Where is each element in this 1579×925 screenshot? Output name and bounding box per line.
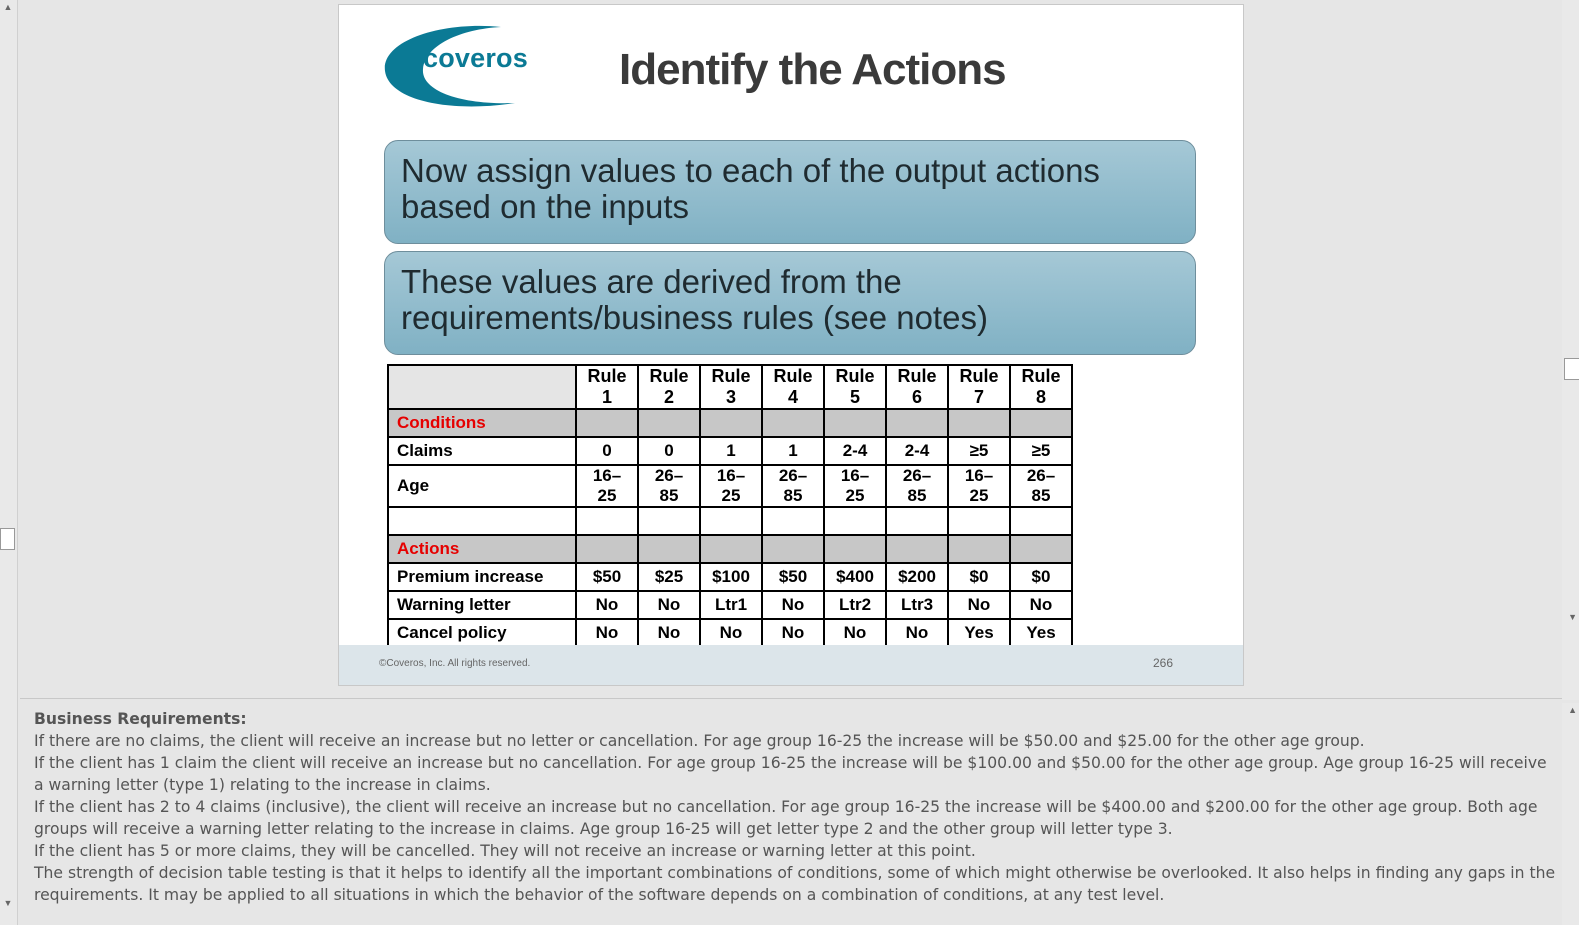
table-cell: 26–85 xyxy=(761,464,825,508)
scroll-up-icon[interactable]: ▲ xyxy=(1568,705,1577,715)
table-cell: 2-4 xyxy=(885,436,949,466)
table-cell: No xyxy=(823,618,887,648)
header-blank-cell xyxy=(387,364,577,410)
notes-line: If the client has 1 claim the client wil… xyxy=(34,754,1547,794)
scroll-down-icon[interactable]: ▼ xyxy=(1568,612,1577,622)
rule-header: Rule 3 xyxy=(699,364,763,410)
table-cell: 26–85 xyxy=(885,464,949,508)
callout-assign-values: Now assign values to each of the output … xyxy=(384,140,1196,244)
table-row-age: Age 16–25 26–85 16–25 26–85 16–25 26–85 … xyxy=(387,464,1073,508)
slide-scrollbar[interactable]: ▼ xyxy=(1562,0,1579,700)
rule-header: Rule 7 xyxy=(947,364,1011,410)
table-cell: 2-4 xyxy=(823,436,887,466)
rule-header: Rule 2 xyxy=(637,364,701,410)
rule-header: Rule 4 xyxy=(761,364,825,410)
callout-derived-values: These values are derived from the requir… xyxy=(384,251,1196,355)
table-cell: No xyxy=(637,590,701,620)
notes-line: If there are no claims, the client will … xyxy=(34,732,1365,750)
table-cell: 16–25 xyxy=(575,464,639,508)
table-row-claims: Claims 0 0 1 1 2-4 2-4 ≥5 ≥5 xyxy=(387,436,1073,466)
slide-title: Identify the Actions xyxy=(619,45,1007,94)
row-label: Cancel policy xyxy=(387,618,577,648)
rule-header: Rule 6 xyxy=(885,364,949,410)
table-cell: ≥5 xyxy=(947,436,1011,466)
slide-canvas[interactable]: coveros Identify the Actions Now assign … xyxy=(338,4,1244,686)
notes-line: The strength of decision table testing i… xyxy=(34,864,1556,904)
conditions-section-row: Conditions xyxy=(387,408,1073,438)
table-cell: Ltr3 xyxy=(885,590,949,620)
table-cell: Yes xyxy=(947,618,1011,648)
notes-heading: Business Requirements: xyxy=(34,710,247,728)
table-cell: 1 xyxy=(699,436,763,466)
notes-divider[interactable] xyxy=(20,698,1562,699)
rule-header: Rule 8 xyxy=(1009,364,1073,410)
table-cell: $100 xyxy=(699,562,763,592)
table-cell: $50 xyxy=(575,562,639,592)
conditions-label: Conditions xyxy=(387,408,577,438)
table-cell: $200 xyxy=(885,562,949,592)
table-cell: No xyxy=(575,590,639,620)
table-cell: ≥5 xyxy=(1009,436,1073,466)
row-label: Age xyxy=(387,464,577,508)
table-cell: 16–25 xyxy=(823,464,887,508)
row-label: Premium increase xyxy=(387,562,577,592)
slide-footer: ©Coveros, Inc. All rights reserved. 266 xyxy=(339,645,1243,685)
row-label: Claims xyxy=(387,436,577,466)
table-cell: Ltr2 xyxy=(823,590,887,620)
table-cell: Yes xyxy=(1009,618,1073,648)
page-number: 266 xyxy=(1152,656,1173,670)
scroll-thumb[interactable] xyxy=(0,528,15,550)
notes-scrollbar[interactable]: ▲ xyxy=(1562,703,1579,925)
table-cell: 1 xyxy=(761,436,825,466)
rule-header: Rule 1 xyxy=(575,364,639,410)
table-header-row: Rule 1 Rule 2 Rule 3 Rule 4 Rule 5 Rule … xyxy=(387,364,1073,410)
table-row-warning: Warning letter No No Ltr1 No Ltr2 Ltr3 N… xyxy=(387,590,1073,620)
table-cell: No xyxy=(575,618,639,648)
actions-section-row: Actions xyxy=(387,534,1073,564)
notes-line: If the client has 5 or more claims, they… xyxy=(34,842,976,860)
scroll-down-icon[interactable]: ▼ xyxy=(3,898,13,908)
actions-label: Actions xyxy=(387,534,577,564)
table-cell: No xyxy=(761,590,825,620)
table-cell: No xyxy=(885,618,949,648)
table-cell: 16–25 xyxy=(699,464,763,508)
left-scrollbar[interactable]: ▲ ▼ xyxy=(0,0,18,925)
notes-line: If the client has 2 to 4 claims (inclusi… xyxy=(34,798,1538,838)
table-cell: No xyxy=(947,590,1011,620)
scroll-thumb[interactable] xyxy=(1564,358,1579,380)
table-cell: 16–25 xyxy=(947,464,1011,508)
table-cell: $0 xyxy=(947,562,1011,592)
table-cell: No xyxy=(761,618,825,648)
row-label: Warning letter xyxy=(387,590,577,620)
table-cell: No xyxy=(637,618,701,648)
scroll-up-icon[interactable]: ▲ xyxy=(3,2,13,12)
table-cell: $25 xyxy=(637,562,701,592)
table-cell: 26–85 xyxy=(637,464,701,508)
table-cell: $0 xyxy=(1009,562,1073,592)
table-row-cancel: Cancel policy No No No No No No Yes Yes xyxy=(387,618,1073,648)
table-cell: 26–85 xyxy=(1009,464,1073,508)
table-cell: Ltr1 xyxy=(699,590,763,620)
logo-text: coveros xyxy=(423,43,528,73)
decision-table: Rule 1 Rule 2 Rule 3 Rule 4 Rule 5 Rule … xyxy=(387,364,1073,648)
table-cell: 0 xyxy=(575,436,639,466)
table-row-blank xyxy=(387,506,1073,536)
coveros-logo-icon xyxy=(384,25,515,107)
table-row-premium: Premium increase $50 $25 $100 $50 $400 $… xyxy=(387,562,1073,592)
table-cell: $50 xyxy=(761,562,825,592)
table-cell: No xyxy=(699,618,763,648)
notes-pane[interactable]: Business Requirements: If there are no c… xyxy=(34,708,1556,906)
table-cell: No xyxy=(1009,590,1073,620)
table-cell: 0 xyxy=(637,436,701,466)
copyright-text: ©Coveros, Inc. All rights reserved. xyxy=(379,658,531,669)
table-cell: $400 xyxy=(823,562,887,592)
rule-header: Rule 5 xyxy=(823,364,887,410)
